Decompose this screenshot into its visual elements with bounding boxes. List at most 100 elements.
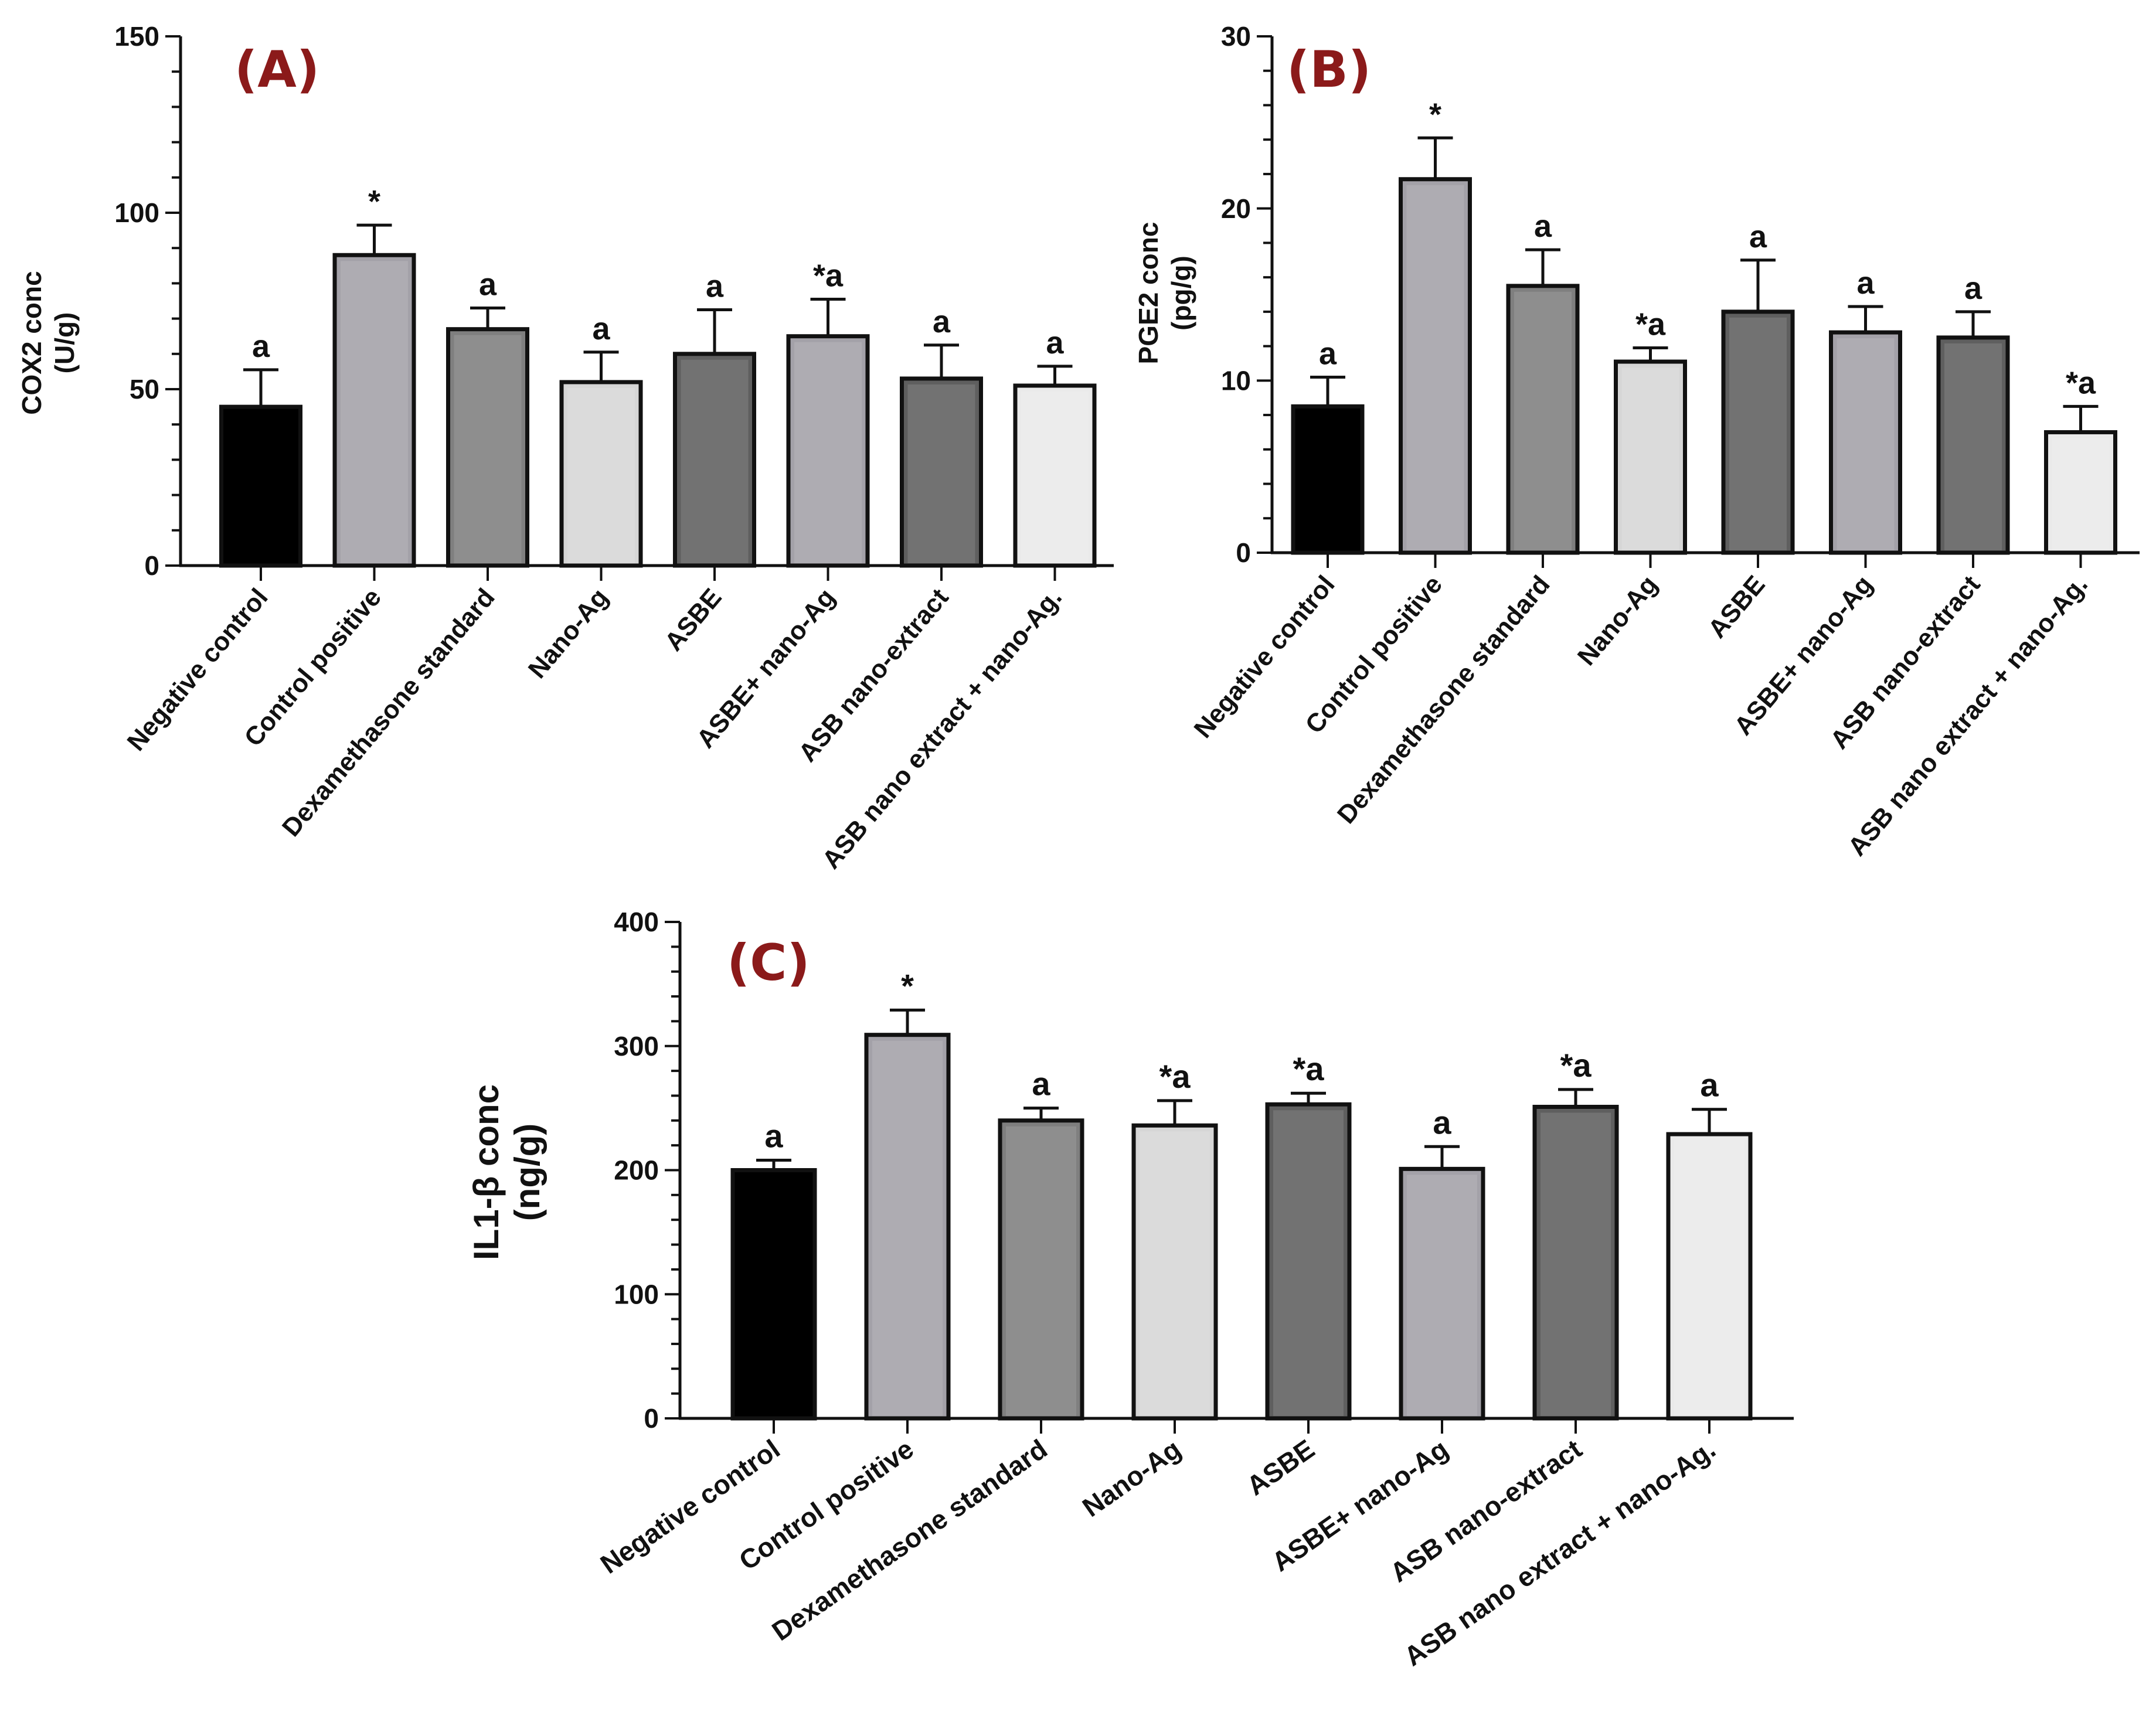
chart-panel-c: (C) IL1-β conc (ng/g) 0100200300400aNega… xyxy=(467,907,1794,1672)
y-axis-unit-a: (U/g) xyxy=(49,312,80,374)
bar-c xyxy=(1131,1123,1218,1421)
bar-b xyxy=(1721,309,1795,555)
bar-a xyxy=(786,334,870,568)
bar-highlight-a xyxy=(1021,391,1089,563)
category-label-a: Dexamethasone standard xyxy=(277,583,501,842)
y-tick-label-b: 10 xyxy=(1221,365,1251,396)
y-tick-label-b: 20 xyxy=(1221,193,1251,224)
significance-label-a: a xyxy=(252,329,270,364)
bar-c xyxy=(1265,1102,1352,1421)
y-axis-unit-b: (pg/g) xyxy=(1166,256,1196,331)
bar-highlight-b xyxy=(1944,343,2002,550)
bar-highlight-c xyxy=(1541,1112,1611,1416)
bar-b xyxy=(1614,359,1687,555)
category-label-b: Nano-Ag xyxy=(1572,570,1663,671)
bar-highlight-c xyxy=(1006,1126,1076,1416)
bar-highlight-b xyxy=(1621,367,1679,550)
panel-label-c: (C) xyxy=(727,934,810,992)
bar-a xyxy=(673,352,756,568)
y-axis-title-b: PGE2 conc xyxy=(1133,222,1164,365)
bar-b xyxy=(1399,177,1472,555)
y-tick-label-c: 200 xyxy=(614,1155,659,1186)
category-label-b: ASBE xyxy=(1703,570,1771,644)
significance-label-b: *a xyxy=(1635,307,1666,342)
panel-label-b: (B) xyxy=(1287,40,1371,99)
y-tick-label-b: 0 xyxy=(1236,537,1251,568)
significance-label-a: a xyxy=(706,269,724,304)
bar-c xyxy=(864,1033,951,1421)
significance-label-c: * xyxy=(901,967,914,1004)
bar-highlight-a xyxy=(907,384,975,563)
bar-highlight-b xyxy=(1729,317,1787,550)
category-label-a: Nano-Ag xyxy=(523,583,614,684)
category-label-a: ASB nano extract + nano-Ag. xyxy=(817,583,1067,874)
bar-a xyxy=(900,376,983,568)
bar-highlight-b xyxy=(2052,438,2110,550)
bar-highlight-a xyxy=(794,342,862,563)
significance-label-c: *a xyxy=(1293,1050,1325,1087)
category-label-c: Dexamethasone standard xyxy=(766,1434,1052,1647)
y-tick-label-a: 100 xyxy=(114,198,159,228)
bar-b xyxy=(1291,404,1365,555)
category-label-c: Nano-Ag xyxy=(1077,1434,1186,1523)
y-tick-label-c: 100 xyxy=(614,1279,659,1309)
bar-highlight-a xyxy=(567,387,635,563)
y-tick-label-a: 150 xyxy=(114,21,159,52)
bar-b xyxy=(1829,330,1902,555)
significance-label-b: a xyxy=(1749,219,1767,254)
bar-highlight-c xyxy=(1140,1131,1210,1416)
significance-label-a: a xyxy=(592,311,610,346)
significance-label-b: *a xyxy=(2066,365,2096,400)
y-axis-unit-c: (ng/g) xyxy=(508,1124,547,1221)
y-tick-label-c: 300 xyxy=(614,1031,659,1061)
y-axis-title-a: COX2 conc xyxy=(16,271,47,414)
y-tick-label-b: 30 xyxy=(1221,21,1251,52)
bar-b xyxy=(2044,430,2117,555)
category-label-c: ASBE xyxy=(1241,1434,1320,1502)
significance-label-c: a xyxy=(1700,1067,1719,1104)
significance-label-a: a xyxy=(933,304,951,339)
bar-b xyxy=(1936,335,2010,555)
y-tick-label-a: 50 xyxy=(130,374,159,404)
significance-label-b: a xyxy=(1856,266,1875,301)
significance-label-b: a xyxy=(1964,271,1982,306)
significance-label-c: a xyxy=(764,1118,783,1155)
bar-a xyxy=(332,253,416,568)
bar-c xyxy=(1532,1105,1619,1421)
bar-highlight-c xyxy=(872,1040,943,1416)
bar-highlight-c xyxy=(1674,1140,1744,1416)
bar-highlight-a xyxy=(341,261,408,563)
bar-a xyxy=(559,380,643,568)
bar-c xyxy=(1399,1166,1485,1421)
bar-a xyxy=(446,327,529,568)
bar-a xyxy=(1013,383,1097,568)
bar-b xyxy=(1506,284,1580,555)
significance-label-c: *a xyxy=(1560,1047,1592,1084)
significance-label-b: a xyxy=(1319,336,1337,371)
category-label-a: ASBE xyxy=(659,583,727,656)
category-label-b: ASB nano extract + nano-Ag. xyxy=(1842,570,2093,862)
bar-highlight-c xyxy=(1273,1110,1344,1416)
bar-a xyxy=(219,404,302,568)
bar-highlight-a xyxy=(454,335,522,563)
significance-label-b: a xyxy=(1534,209,1552,244)
bar-c xyxy=(998,1118,1084,1421)
significance-label-c: a xyxy=(1433,1104,1451,1141)
significance-label-b: * xyxy=(1429,97,1441,132)
bar-highlight-b xyxy=(1837,338,1895,550)
bar-c xyxy=(1666,1132,1753,1421)
y-tick-label-a: 0 xyxy=(144,550,159,581)
significance-label-a: * xyxy=(368,184,380,219)
bar-highlight-c xyxy=(1407,1175,1477,1416)
bar-highlight-a xyxy=(681,359,749,563)
significance-label-a: *a xyxy=(813,258,844,293)
significance-label-a: a xyxy=(479,267,497,302)
bar-c xyxy=(730,1168,817,1421)
y-axis-title-c: IL1-β conc xyxy=(467,1084,506,1260)
panel-label-a: (A) xyxy=(234,40,319,99)
bar-highlight-b xyxy=(1406,185,1464,550)
significance-label-c: a xyxy=(1032,1066,1050,1102)
